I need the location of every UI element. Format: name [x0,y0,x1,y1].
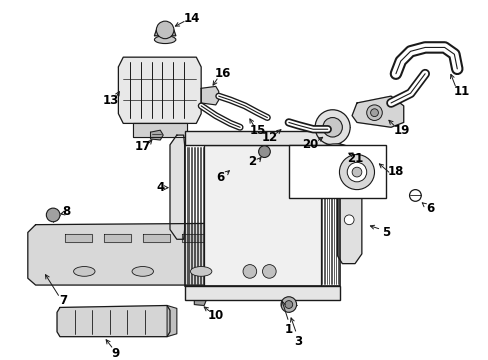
Polygon shape [194,296,205,306]
Text: 5: 5 [381,226,389,239]
Polygon shape [103,234,131,242]
Text: 15: 15 [249,124,265,137]
Polygon shape [170,135,184,239]
Polygon shape [337,157,361,264]
Text: 14: 14 [183,12,199,25]
Circle shape [156,21,174,39]
Text: 6: 6 [425,202,433,215]
Circle shape [339,154,374,190]
Polygon shape [133,123,186,137]
Polygon shape [182,234,208,242]
Text: 2: 2 [247,155,255,168]
Circle shape [46,208,60,222]
Ellipse shape [321,144,348,154]
Text: 12: 12 [261,131,277,144]
Circle shape [262,265,276,278]
Polygon shape [150,130,163,140]
Polygon shape [296,157,322,189]
Text: 21: 21 [346,152,363,165]
Circle shape [258,146,270,157]
Circle shape [281,297,296,312]
Ellipse shape [190,266,211,276]
Text: 20: 20 [302,138,318,151]
Polygon shape [57,306,170,337]
Circle shape [285,301,292,309]
Bar [184,286,340,300]
Polygon shape [154,30,176,36]
Bar [184,145,340,286]
Text: 3: 3 [294,335,302,348]
Polygon shape [28,223,319,285]
Polygon shape [351,96,403,127]
Ellipse shape [132,266,153,276]
Bar [203,145,320,286]
Polygon shape [259,234,286,242]
Ellipse shape [154,36,176,44]
Bar [288,145,386,198]
Circle shape [366,105,382,121]
Polygon shape [167,306,177,337]
Text: 18: 18 [387,165,403,177]
Polygon shape [142,234,170,242]
Circle shape [346,162,366,182]
Text: 19: 19 [393,124,409,137]
Text: 9: 9 [111,347,120,360]
Text: 1: 1 [284,323,292,336]
Text: 17: 17 [134,140,151,153]
Circle shape [322,118,342,137]
Circle shape [370,109,378,117]
Polygon shape [118,57,201,123]
Circle shape [243,265,256,278]
Text: 13: 13 [102,94,119,107]
Ellipse shape [74,266,95,276]
Text: 7: 7 [59,294,67,307]
Circle shape [314,110,349,145]
Bar [184,131,340,145]
Text: 4: 4 [156,181,164,194]
Ellipse shape [326,146,344,152]
Circle shape [351,167,361,177]
Circle shape [344,215,353,225]
Polygon shape [201,86,218,105]
Polygon shape [220,234,247,242]
Text: 10: 10 [207,309,224,322]
Polygon shape [65,234,92,242]
Text: 8: 8 [62,204,71,217]
Text: 16: 16 [214,67,230,80]
Text: 6: 6 [216,171,224,184]
Text: 11: 11 [453,85,469,98]
